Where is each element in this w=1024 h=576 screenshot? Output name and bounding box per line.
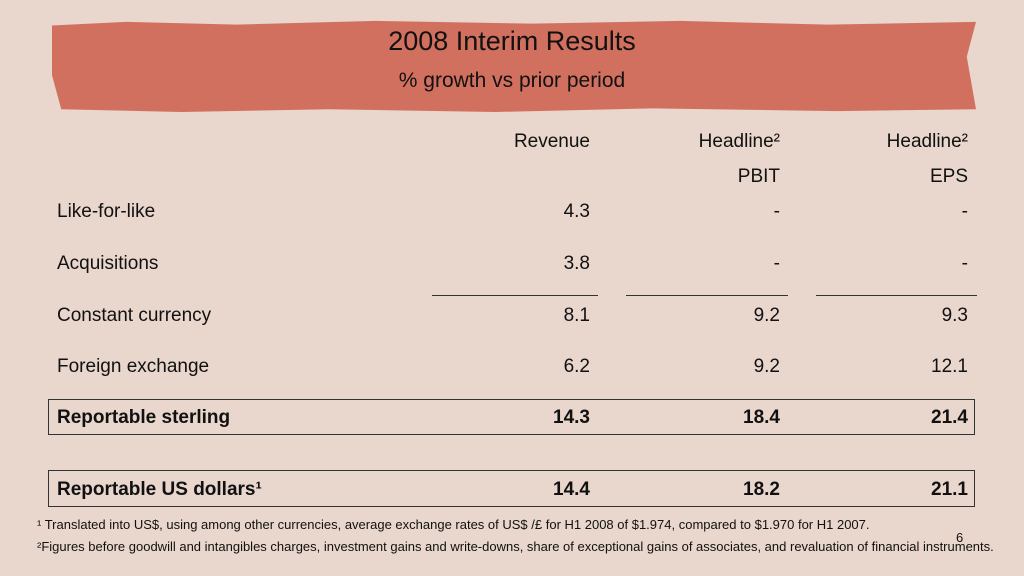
row-box-reportable-us-dollars — [48, 470, 975, 507]
row-label-foreign-exchange: Foreign exchange — [57, 356, 210, 377]
cell-pbit: 9.2 — [753, 305, 780, 326]
cell-eps: 12.1 — [931, 356, 968, 377]
cell-pbit: - — [773, 253, 780, 274]
footnote-1: ¹ Translated into US$, using among other… — [37, 517, 870, 532]
row-label-reportable-us-dollars: Reportable US dollars¹ — [57, 479, 262, 500]
cell-eps: 9.3 — [941, 305, 968, 326]
cell-revenue: 14.3 — [553, 407, 590, 428]
row-label-constant-currency: Constant currency — [57, 305, 212, 326]
row-label-acquisitions: Acquisitions — [57, 253, 159, 274]
page-number: 6 — [956, 530, 964, 545]
cell-revenue: 6.2 — [563, 356, 590, 377]
slide-subtitle: % growth vs prior period — [398, 69, 626, 92]
cell-pbit: 9.2 — [753, 356, 780, 377]
subtotal-rule-eps — [816, 295, 977, 296]
cell-revenue: 4.3 — [563, 201, 590, 222]
subtotal-rule-revenue — [432, 295, 598, 296]
row-label-reportable-sterling: Reportable sterling — [57, 407, 231, 428]
cell-eps: - — [961, 201, 968, 222]
col-header-pbit-line1: Headline² — [698, 131, 780, 152]
title-banner — [52, 20, 976, 112]
col-header-revenue: Revenue — [513, 131, 590, 152]
row-box-reportable-sterling — [48, 399, 975, 435]
subtotal-rule-pbit — [626, 295, 788, 296]
cell-pbit: 18.4 — [743, 407, 780, 428]
cell-eps: 21.4 — [931, 407, 968, 428]
row-label-like-for-like: Like-for-like — [57, 201, 156, 222]
cell-revenue: 3.8 — [563, 253, 590, 274]
cell-eps: 21.1 — [931, 479, 968, 500]
cell-revenue: 14.4 — [553, 479, 590, 500]
slide-title: 2008 Interim Results — [388, 26, 636, 56]
cell-eps: - — [961, 253, 968, 274]
cell-revenue: 8.1 — [563, 305, 590, 326]
col-header-eps-line2: EPS — [929, 166, 968, 187]
cell-pbit: - — [773, 201, 780, 222]
footnote-2: ²Figures before goodwill and intangibles… — [37, 539, 994, 554]
col-header-pbit-line2: PBIT — [737, 166, 780, 187]
col-header-eps-line1: Headline² — [886, 131, 968, 152]
cell-pbit: 18.2 — [743, 479, 780, 500]
